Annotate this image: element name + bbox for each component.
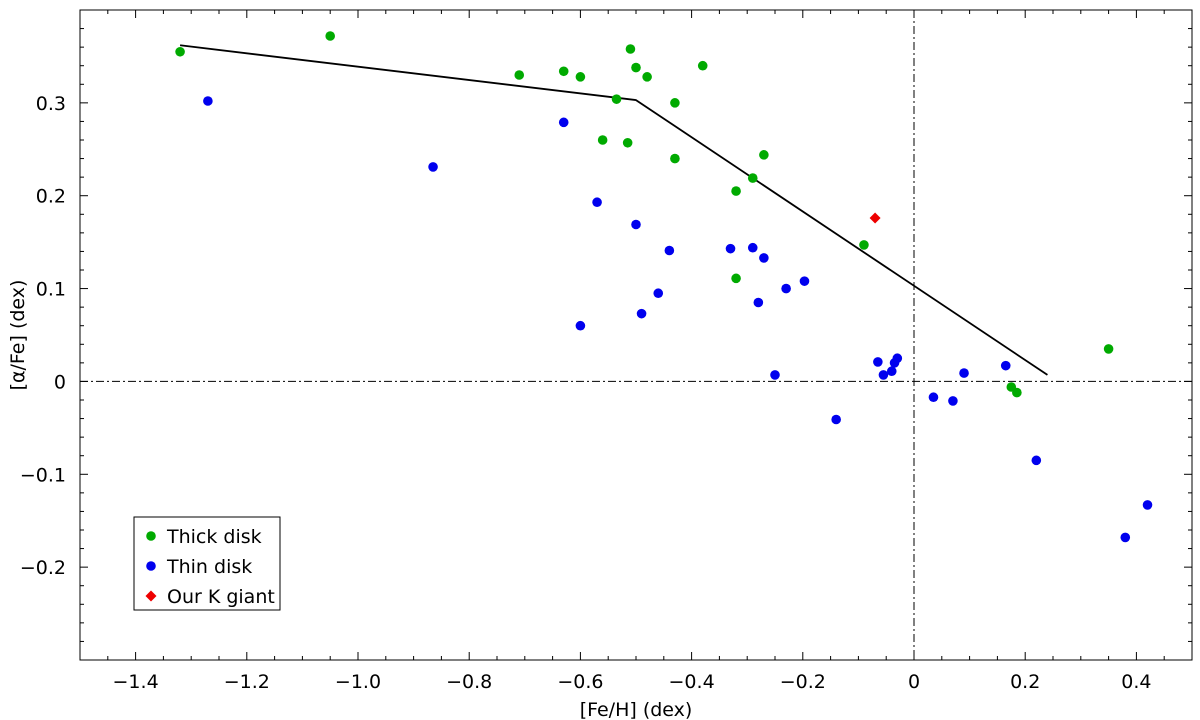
thin-disk-point [1142, 500, 1153, 510]
thin-disk-point [1000, 360, 1011, 371]
thin-disk-point [892, 353, 903, 364]
y-tick-label: 0 [54, 371, 66, 393]
thin-disk-point [558, 117, 569, 128]
thin-disk-point [664, 245, 675, 256]
y-tick-label: 0.1 [36, 279, 66, 301]
legend-label: Our K giant [167, 586, 275, 608]
thick-disk-point [670, 98, 680, 108]
thin-disk-point [631, 219, 641, 230]
legend-marker-thin-disk [146, 561, 156, 571]
x-axis-label: [Fe/H] (dex) [580, 699, 693, 720]
thin-disk-point [928, 392, 939, 403]
thin-disk-point [886, 366, 897, 377]
legend-marker-our-k-giant [145, 590, 157, 602]
thick-disk-point [175, 46, 185, 57]
thick-disk-point [558, 66, 569, 77]
plot-frame [79, 9, 1193, 661]
x-tick-label: −0.4 [669, 671, 715, 693]
thick-disk-point [611, 94, 622, 104]
our-k-giant-point [869, 212, 881, 224]
x-tick-label: −0.6 [557, 671, 603, 693]
thin-disk-point [759, 253, 769, 263]
thick-disk-point [625, 44, 636, 54]
thin-disk-point [770, 370, 780, 380]
thick-disk-point [731, 273, 741, 284]
x-tick-label: −1.2 [224, 671, 270, 693]
thin-disk-point [636, 308, 647, 319]
thick-disk-point [1012, 387, 1022, 398]
y-axis-label: [α/Fe] (dex) [7, 280, 29, 391]
thin-disk-point [1031, 455, 1042, 466]
thick-disk-point [697, 60, 708, 71]
x-tick-label: −0.2 [780, 671, 826, 693]
thin-disk-point [878, 370, 889, 380]
thick-disk-point [622, 137, 633, 148]
thin-disk-point [959, 368, 969, 378]
thick-disk-point [597, 135, 608, 145]
thin-disk-point [575, 320, 586, 331]
x-tick-label: 0 [908, 671, 920, 693]
thick-disk-point [631, 62, 641, 73]
thin-disk-point [725, 243, 736, 254]
thick-disk-point [670, 153, 680, 164]
thin-disk-point [1120, 532, 1131, 543]
trend-line [179, 44, 1048, 376]
thick-disk-point [642, 72, 652, 82]
x-tick-label: −1.4 [113, 671, 159, 693]
x-tick-label: −1.0 [335, 671, 381, 693]
legend-label: Thick disk [166, 526, 262, 548]
legend-marker-thick-disk [146, 531, 156, 541]
x-tick-label: 0.4 [1121, 671, 1151, 693]
thin-disk-point [831, 414, 841, 425]
y-tick-label: 0.2 [36, 186, 66, 208]
thick-disk-point [731, 186, 741, 196]
legend-label: Thin disk [166, 556, 252, 578]
thick-disk-point [747, 173, 758, 183]
thick-disk-point [1103, 344, 1114, 354]
thick-disk-point [514, 70, 525, 80]
thin-disk-point [948, 396, 958, 406]
y-tick-label: −0.1 [20, 464, 66, 486]
thick-disk-point [859, 240, 869, 250]
thick-disk-point [325, 31, 336, 41]
thin-disk-point [799, 276, 810, 286]
y-tick-label: 0.3 [36, 93, 66, 115]
thin-disk-point [653, 288, 664, 299]
legend-box [133, 516, 281, 611]
thick-disk-point [575, 72, 586, 82]
thin-disk-point [781, 283, 791, 294]
thick-disk-point [759, 150, 769, 160]
x-tick-label: 0.2 [1010, 671, 1040, 693]
thin-disk-point [753, 297, 764, 308]
x-tick-label: −0.8 [446, 671, 492, 693]
y-tick-label: −0.2 [20, 557, 66, 579]
thin-disk-point [428, 162, 438, 172]
thin-disk-point [873, 357, 883, 367]
thin-disk-point [203, 96, 213, 106]
thin-disk-point [592, 197, 602, 208]
thin-disk-point [747, 242, 758, 253]
